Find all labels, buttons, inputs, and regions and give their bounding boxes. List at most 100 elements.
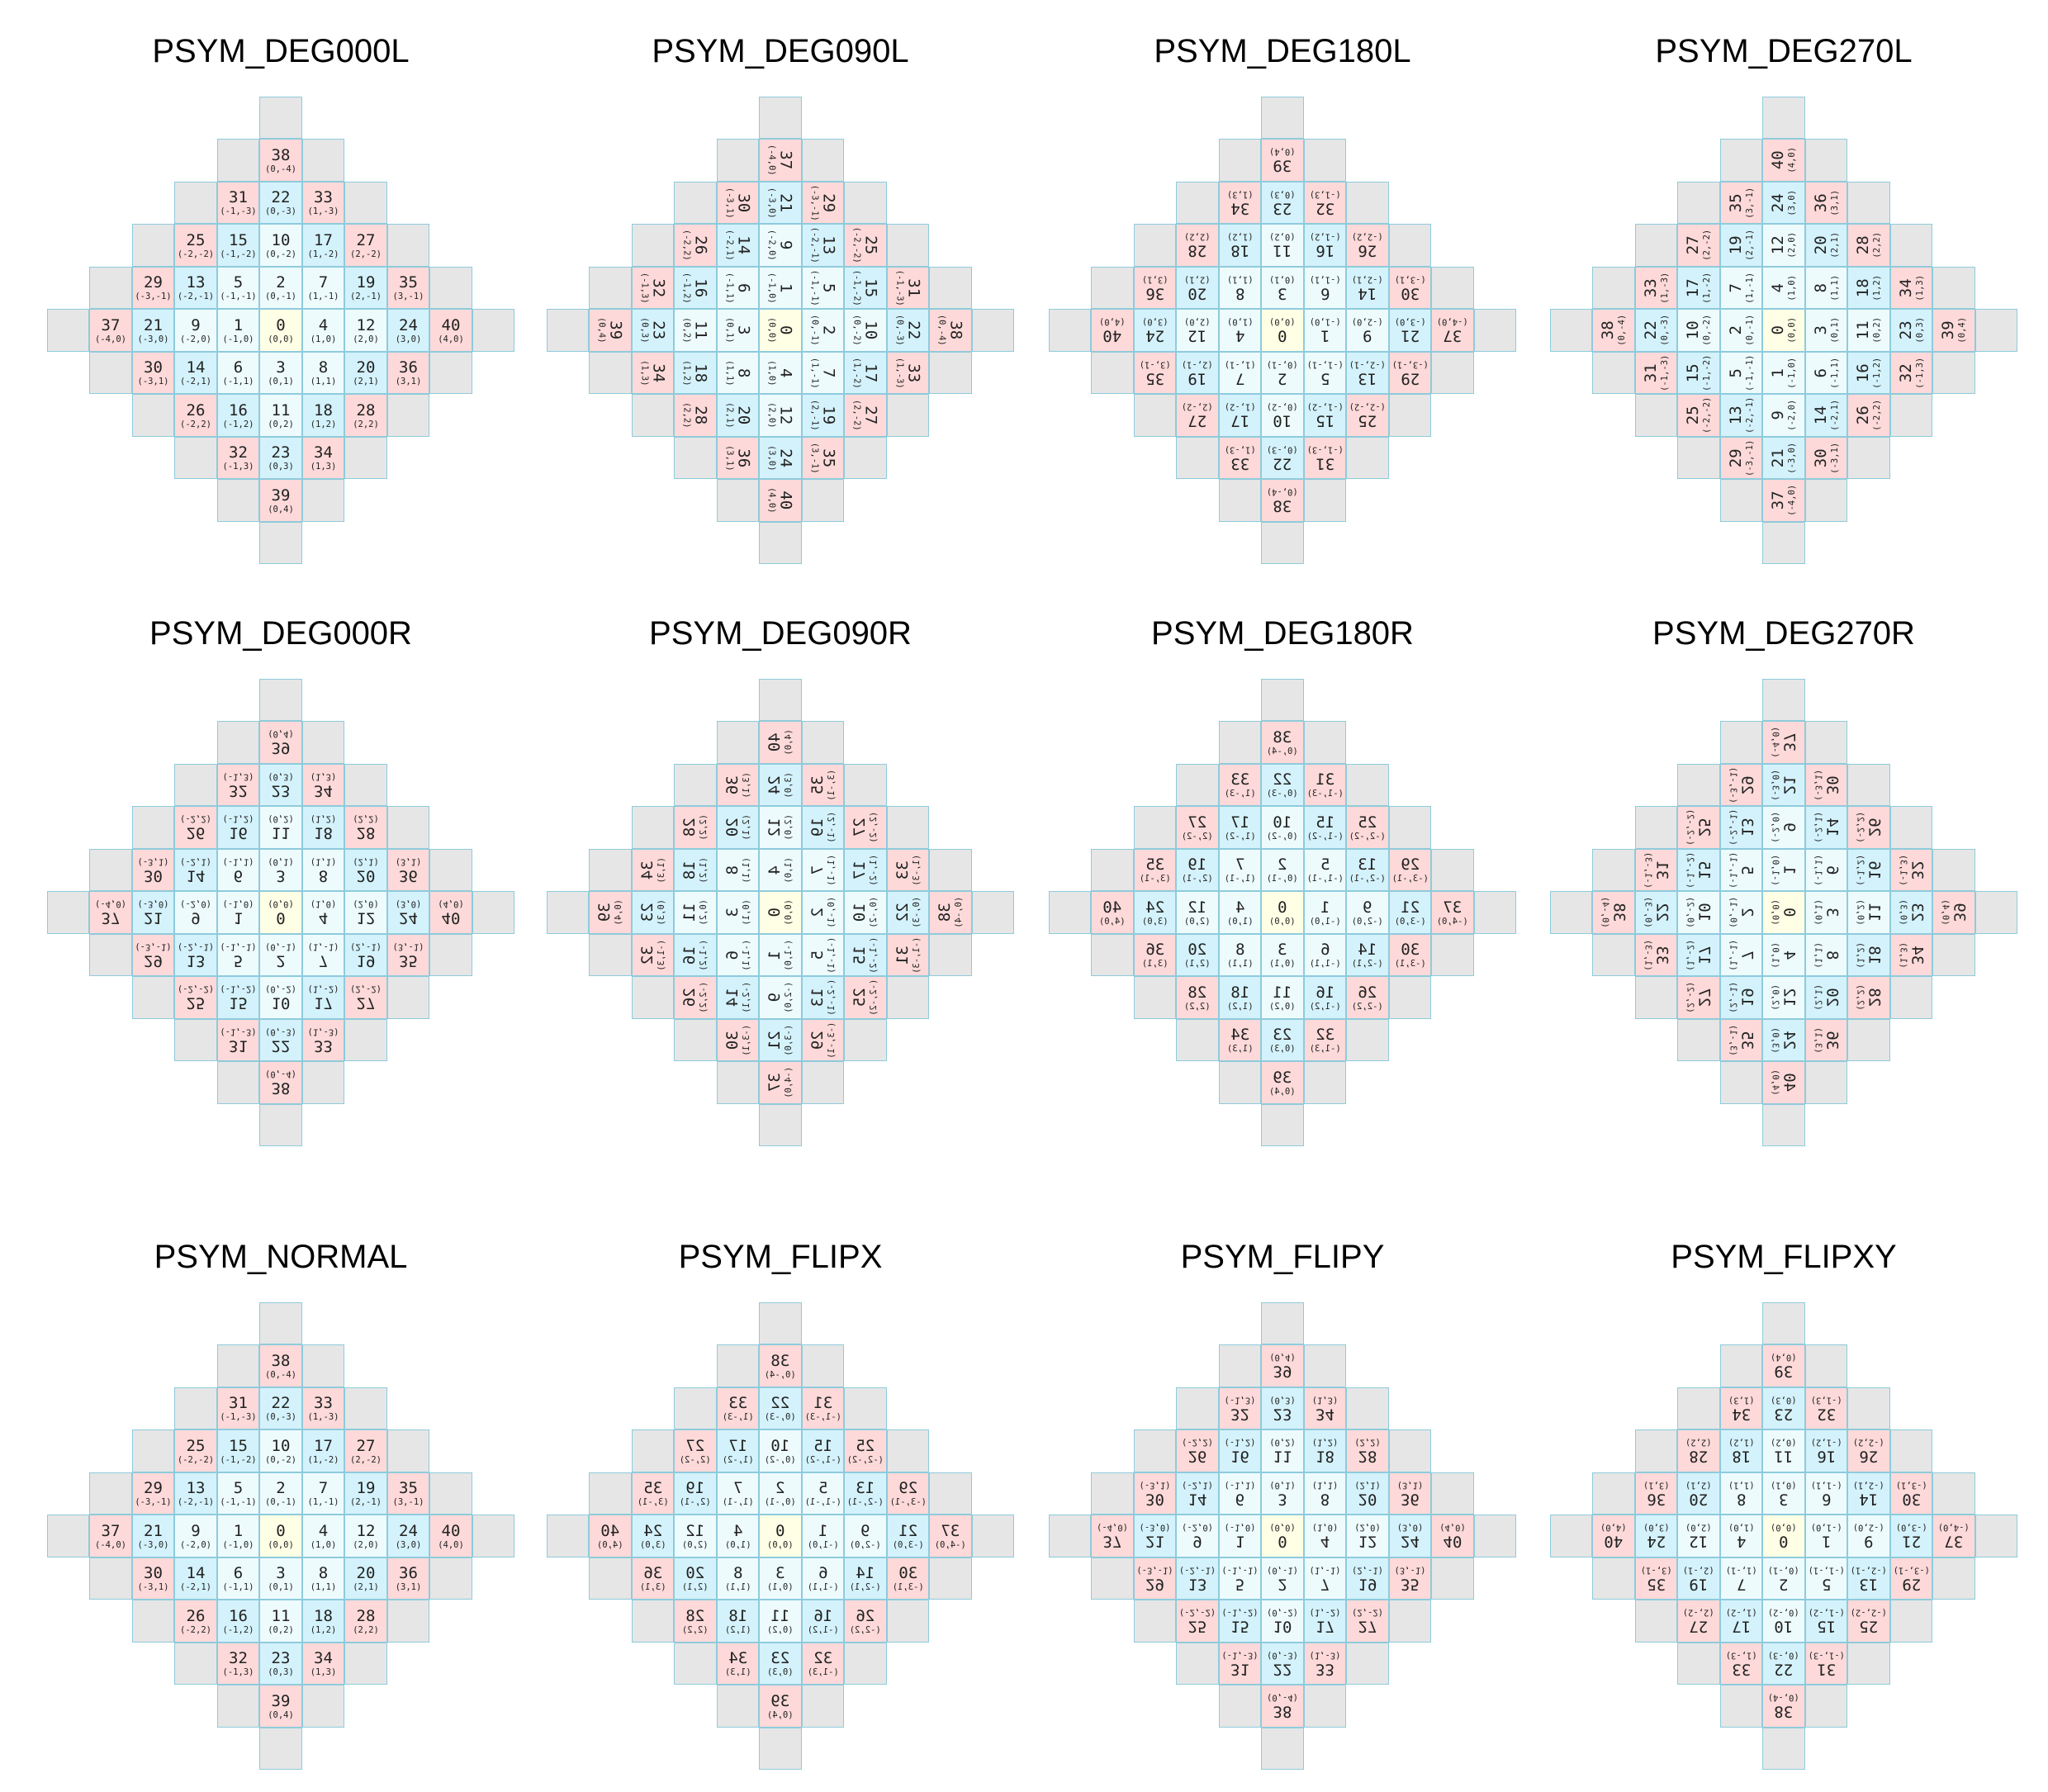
- symmetry-grid: 0 (0,0) 1 (-1,0) 2 (0,-1) 3 (0,1) 4 (1,0) 5 (-1,-1)…: [1536, 1239, 2031, 1784]
- cell-offset: (4,0): [766, 487, 777, 514]
- grid-cell: 20 (2,1): [1176, 266, 1219, 310]
- empty-cell: [1634, 1429, 1678, 1472]
- empty-cell: [1889, 1429, 1933, 1472]
- grid-cell: 3 (0,1): [259, 848, 302, 892]
- cell-index: 34: [314, 443, 333, 462]
- empty-cell: [589, 266, 632, 310]
- cell-index: 14: [186, 866, 206, 884]
- cell-index: 19: [819, 405, 837, 425]
- grid-cell: 30 (-3,1): [716, 1018, 760, 1062]
- cell-index: 37: [1102, 1532, 1122, 1551]
- grid-cell: 19 (2,-1): [344, 266, 387, 310]
- empty-cell: [1762, 1301, 1805, 1345]
- panel-deg180l: PSYM_DEG180L 0 (0,0) 1 (-1,0) 2 (0,-1) 3 (0,1) 4(…: [1035, 33, 1530, 578]
- grid-cell: 38 (0,-4): [259, 139, 302, 182]
- cell-index: 39: [1273, 1362, 1292, 1381]
- cell-offset: (-1,-1): [220, 941, 257, 951]
- cell-offset: (0,2): [1771, 1437, 1797, 1448]
- cell-offset: (1,2): [310, 419, 337, 429]
- cell-index: 25: [1188, 1617, 1207, 1636]
- cell-index: 28: [1188, 983, 1207, 1002]
- empty-cell: [589, 351, 632, 395]
- cell-index: 29: [1737, 775, 1756, 794]
- cell-index: 23: [1273, 1405, 1292, 1423]
- grid-cell: 12 (2,0): [344, 309, 387, 352]
- grid-cell: 4 (1,0): [759, 848, 802, 892]
- cell-offset: (-2,-1): [1728, 808, 1737, 846]
- cell-offset: (2,1): [353, 856, 379, 866]
- empty-cell: [1473, 891, 1517, 934]
- cell-offset: (-3,0): [137, 334, 169, 344]
- cell-offset: (-3,0): [1787, 442, 1798, 474]
- cell-index: 26: [1854, 405, 1873, 425]
- cell-offset: (0,-2): [265, 1454, 296, 1465]
- cell-offset: (-3,1): [1895, 1480, 1927, 1490]
- cell-index: 25: [1358, 411, 1377, 430]
- empty-cell: [259, 521, 302, 565]
- grid-cell: 8 (1,1): [1719, 1472, 1763, 1515]
- cell-index: 12: [1188, 326, 1207, 345]
- cell-index: 19: [1727, 235, 1745, 255]
- grid-cell: 33 (1,-3): [886, 848, 930, 892]
- cell-index: 30: [734, 193, 752, 212]
- empty-cell: [1176, 436, 1219, 480]
- cell-offset: (-3,1): [1813, 769, 1823, 801]
- cell-index: 32: [649, 278, 667, 297]
- cell-offset: (1,-2): [1224, 401, 1256, 412]
- cell-offset: (0,-1): [1267, 359, 1298, 369]
- grid-cell: 39 (0,4): [1932, 891, 1975, 934]
- cell-offset: (1,-2): [1309, 1607, 1341, 1618]
- cell-index: 4: [1736, 1532, 1747, 1551]
- grid-cell: 39 (0,4): [1261, 1061, 1304, 1104]
- empty-cell: [131, 224, 175, 267]
- cell-index: 2: [1278, 1575, 1287, 1593]
- cell-offset: (2,-2): [350, 1454, 382, 1465]
- grid-cell: 30 (-3,1): [131, 848, 175, 892]
- grid-cell: 18 (1,2): [1847, 933, 1890, 977]
- empty-cell: [759, 521, 802, 565]
- grid-cell: 12 (2,0): [1677, 1515, 1720, 1557]
- grid-cell: 2 (0,-1): [1261, 1557, 1304, 1600]
- cell-index: 33: [314, 1394, 333, 1412]
- grid-cell: 16 (-1,2): [674, 933, 717, 977]
- cell-index: 2: [276, 1479, 286, 1497]
- grid-cell: 27 (2,-2): [1176, 806, 1219, 849]
- cell-offset: (-2,-2): [1850, 1607, 1888, 1618]
- empty-cell: [386, 1600, 430, 1643]
- cell-index: 14: [1812, 405, 1830, 425]
- cell-offset: (1,3): [1226, 189, 1254, 199]
- grid-cell: 3 (0,1): [1762, 1472, 1805, 1515]
- cell-index: 2: [1779, 1575, 1789, 1593]
- grid-cell: 9 (-2,0): [1847, 1515, 1890, 1557]
- cell-index: 6: [1320, 284, 1330, 302]
- grid-cell: 15 (-1,-2): [216, 976, 260, 1019]
- grid-cell: 35 (3,-1): [1634, 1557, 1678, 1600]
- cell-index: 5: [808, 950, 827, 960]
- empty-cell: [259, 678, 302, 722]
- cell-offset: (3,0): [1770, 1026, 1780, 1054]
- cell-index: 15: [1684, 363, 1703, 382]
- cell-index: 9: [1363, 326, 1372, 345]
- cell-offset: (-3,-1): [809, 184, 819, 221]
- cell-index: 5: [818, 1479, 828, 1497]
- cell-offset: (-1,0): [1787, 357, 1798, 389]
- cell-index: 23: [649, 320, 667, 340]
- grid-cell: 36 (3,1): [1133, 266, 1177, 310]
- panel-title: PSYM_DEG180R: [1151, 615, 1414, 652]
- cell-index: 4: [766, 865, 785, 875]
- cell-offset: (-1,-2): [1685, 851, 1695, 889]
- cell-offset: (-1,3): [639, 272, 649, 304]
- empty-cell: [174, 436, 217, 480]
- empty-cell: [1303, 1344, 1347, 1387]
- grid-cell: 40 (4,0): [589, 1515, 632, 1557]
- cell-index: 32: [1897, 363, 1915, 382]
- cell-offset: (3,1): [639, 1582, 666, 1592]
- cell-offset: (2,2): [353, 1624, 379, 1635]
- cell-offset: (3,-1): [1394, 1565, 1426, 1575]
- grid-cell: 39 (0,4): [589, 309, 632, 352]
- grid-cell: 32 (-1,3): [1889, 351, 1933, 395]
- cell-index: 17: [851, 860, 870, 879]
- cell-offset: (1,2): [1311, 1437, 1339, 1448]
- grid-cell: 36 (3,1): [1133, 933, 1177, 977]
- cell-index: 7: [318, 273, 329, 292]
